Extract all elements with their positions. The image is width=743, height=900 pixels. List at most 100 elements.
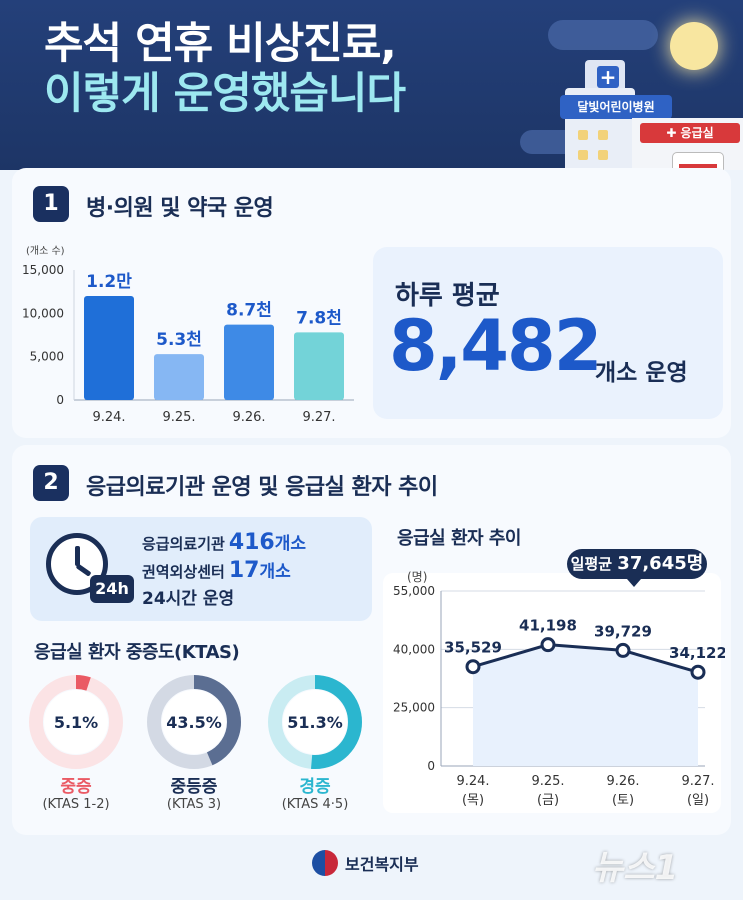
x-tick-day-label: (일) [687, 793, 709, 808]
average-value: 8,482 [389, 305, 602, 387]
y-axis-label: (명) [407, 570, 427, 584]
info-unit: 개소 [274, 534, 307, 554]
ministry-logo-icon [312, 850, 338, 876]
point-data-label: 39,729 [594, 622, 652, 640]
donut-center [44, 690, 108, 754]
point-data-label: 35,529 [444, 639, 502, 657]
y-tick-label: 25,000 [393, 701, 435, 715]
info-value: 17 [228, 558, 260, 583]
donut-name: 중증 [60, 777, 92, 797]
y-axis-label: (개소 수) [26, 245, 65, 257]
24h-tag: 24h [90, 575, 134, 603]
page-title: 추석 연휴 비상진료, 이렇게 운영했습니다 [44, 19, 406, 120]
y-tick-label: 15,000 [22, 263, 64, 277]
bar-data-label: 8.7천 [226, 301, 272, 321]
ktas-donut: 5.1% [29, 675, 123, 769]
title-line-1: 추석 연휴 비상진료, [44, 19, 397, 69]
info-line-er: 응급의료기관 416개소 [142, 529, 306, 557]
section-number-badge: 1 [33, 186, 69, 222]
er-patient-line-chart: (명) 55,000 40,000 25,000 0 35,529 9.24. (목) 41… [383, 570, 725, 813]
ktas-title: 응급실 환자 중증도(KTAS) [34, 642, 240, 663]
line-area-fill [473, 644, 698, 766]
y-tick-label: 0 [56, 393, 64, 407]
bar-data-label: 1.2만 [86, 272, 132, 292]
y-tick-label: 55,000 [393, 584, 435, 598]
ministry-name: 보건복지부 [345, 855, 419, 874]
hospital-cross-icon: + [597, 66, 619, 88]
building-window [578, 130, 588, 140]
building-window [598, 130, 608, 140]
bar [224, 324, 274, 400]
line-point [540, 637, 556, 653]
average-unit: 개소 운영 [595, 360, 688, 386]
cloud-illustration [548, 20, 658, 50]
bar [84, 296, 134, 400]
line-chart-title: 응급실 환자 추이 [397, 528, 521, 549]
info-line-24h: 24시간 운영 [142, 585, 306, 613]
x-tick-label: 9.27. [681, 774, 714, 789]
x-tick-day-label: (금) [537, 793, 559, 808]
bar-data-label: 7.8천 [296, 308, 342, 328]
donut-slice [147, 675, 241, 769]
info-unit: 개소 [259, 562, 291, 582]
line-point [465, 659, 481, 675]
ambulance-illustration [672, 152, 724, 170]
er-sign: ✚ 응급실 [640, 123, 740, 143]
x-tick-label: 9.26. [606, 774, 639, 789]
section-number-badge: 2 [33, 465, 69, 501]
donut-pct-label: 51.3% [287, 713, 343, 732]
donut-pct-label: 5.1% [54, 713, 98, 732]
building-window [598, 150, 608, 160]
ktas-donut: 51.3% [268, 675, 362, 769]
clinic-bar-chart: (개소 수) 15,000 10,000 5,000 0 1.2만 9.24. 5.3천 9… [22, 245, 354, 425]
x-tick-day-label: (토) [612, 793, 634, 808]
x-tick-label: 9.25. [531, 774, 564, 789]
daily-average-card: 하루 평균 8,482 개소 운영 [373, 247, 723, 419]
er-info-lines: 응급의료기관 416개소 권역외상센터 17개소 24시간 운영 [142, 529, 306, 613]
info-line-trauma: 권역외상센터 17개소 [142, 557, 306, 585]
donut-center [283, 690, 347, 754]
section-title: 병·의원 및 약국 운영 [86, 196, 274, 221]
line-point [690, 664, 706, 680]
daily-average-badge: 일평균 37,645명 [567, 549, 707, 587]
title-line-2: 이렇게 운영했습니다 [44, 68, 406, 119]
donut-pct-label: 43.5% [166, 713, 222, 732]
daily-avg-value: 37,645명 [617, 553, 704, 574]
x-tick-day-label: (목) [462, 793, 484, 808]
section-title: 응급의료기관 운영 및 응급실 환자 추이 [86, 475, 438, 500]
x-tick-label: 9.26. [232, 410, 265, 425]
donut-sub-label: (KTAS 3) [166, 797, 222, 812]
donut-sub-label: (KTAS 4·5) [281, 797, 349, 812]
point-data-label: 34,122 [669, 644, 725, 662]
donut-center [162, 690, 226, 754]
info-plain: 24시간 운영 [142, 589, 235, 609]
news-watermark: 뉴스1 [592, 848, 679, 888]
x-tick-label: 9.24. [456, 774, 489, 789]
y-tick-label: 0 [427, 759, 435, 773]
y-tick-label: 40,000 [393, 642, 435, 656]
donut-name: 경증 [299, 777, 331, 797]
donut-name: 중등증 [170, 777, 218, 797]
info-label: 응급의료기관 [142, 535, 225, 553]
donut-sub-label: (KTAS 1-2) [42, 797, 110, 812]
series-line [472, 643, 699, 674]
donut-slice [29, 675, 123, 769]
bar-data-label: 5.3천 [156, 330, 202, 350]
header-banner: 추석 연휴 비상진료, 이렇게 운영했습니다 + 달빛어린이병원 ✚ 응급실 [0, 0, 743, 170]
info-label: 권역외상센터 [142, 563, 225, 581]
building-window [578, 150, 588, 160]
donut-slice [268, 675, 362, 769]
y-tick-label: 10,000 [22, 306, 64, 320]
average-label: 하루 평균 [395, 281, 500, 311]
bar [154, 354, 204, 400]
er-info-box: 24h 응급의료기관 416개소 권역외상센터 17개소 24시간 운영 [30, 517, 372, 621]
info-value: 416 [228, 530, 275, 555]
daily-avg-label: 일평균 [570, 555, 613, 573]
point-data-label: 41,198 [519, 617, 577, 635]
x-tick-label: 9.24. [92, 410, 125, 425]
bar [294, 332, 344, 400]
moon-illustration [670, 22, 718, 70]
line-point [615, 642, 631, 658]
hospital-sign: 달빛어린이병원 [560, 95, 672, 119]
x-tick-label: 9.27. [302, 410, 335, 425]
